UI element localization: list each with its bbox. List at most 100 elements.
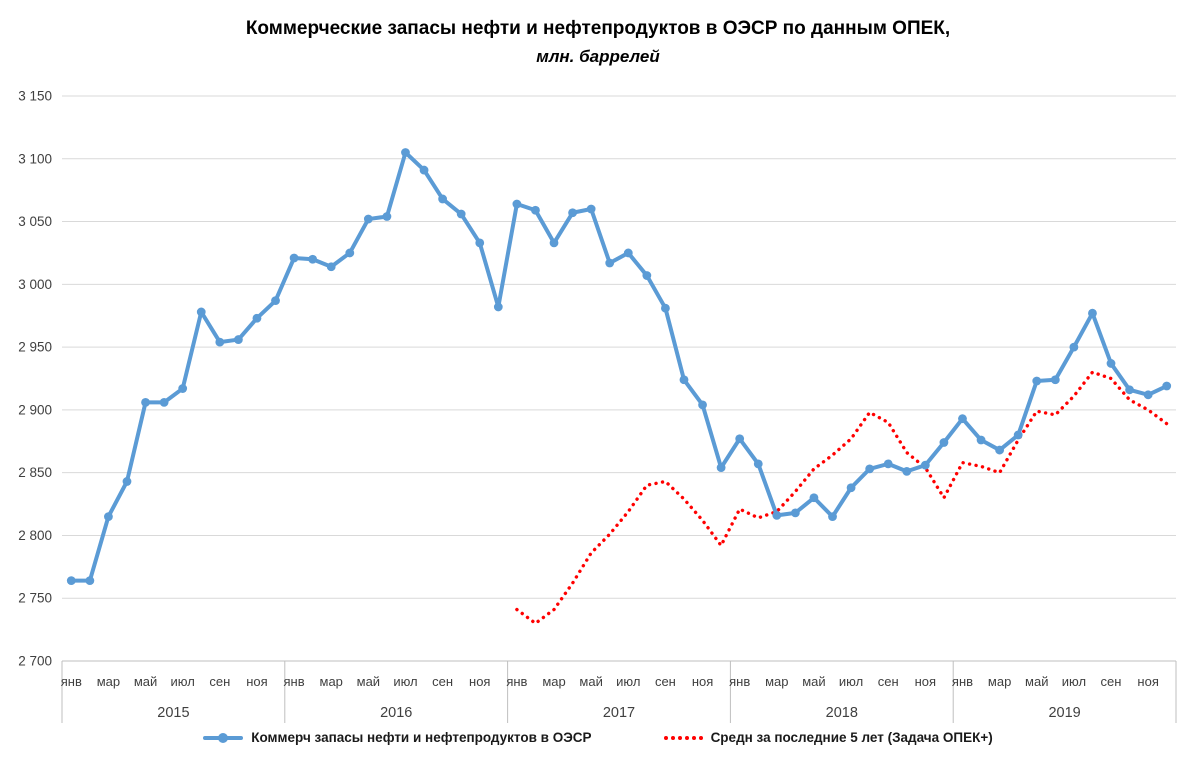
series-marker xyxy=(735,434,745,444)
series-marker xyxy=(883,459,893,469)
series-marker xyxy=(66,576,76,586)
series-marker xyxy=(865,464,875,474)
blue-series-marker-icon xyxy=(203,732,244,743)
series-marker xyxy=(698,400,707,410)
series-marker xyxy=(1069,342,1079,352)
series-marker xyxy=(289,253,299,263)
series-marker xyxy=(178,384,188,393)
y-tick-label: 3 000 xyxy=(18,277,52,292)
legend-label-primary: Коммерч запасы нефти и нефтепродуктов в … xyxy=(251,730,592,745)
month-tick-label: янв xyxy=(952,674,973,689)
series-marker xyxy=(958,414,967,424)
series-marker xyxy=(271,296,280,306)
year-tick-label: 2016 xyxy=(380,705,412,721)
y-tick-label: 2 800 xyxy=(18,528,52,543)
month-tick-label: июл xyxy=(1062,674,1086,689)
series-marker xyxy=(196,307,206,317)
month-tick-label: мар xyxy=(988,674,1011,689)
series-marker xyxy=(215,337,225,347)
y-tick-label: 2 950 xyxy=(18,340,52,355)
series-marker xyxy=(85,576,95,586)
month-tick-label: мар xyxy=(765,674,788,689)
series-marker xyxy=(382,212,392,221)
month-tick-label: мар xyxy=(97,674,120,689)
series-marker xyxy=(141,397,150,407)
year-tick-label: 2015 xyxy=(157,705,189,721)
series-marker xyxy=(790,508,800,518)
series-marker xyxy=(475,238,485,248)
y-tick-label: 2 700 xyxy=(18,654,52,669)
series-marker xyxy=(920,460,930,470)
series-marker xyxy=(976,435,986,445)
series-marker xyxy=(326,262,336,272)
series-marker xyxy=(1106,359,1116,368)
series-marker xyxy=(233,335,243,344)
series-marker xyxy=(568,208,577,218)
series-marker xyxy=(753,459,763,469)
month-tick-label: янв xyxy=(729,674,750,689)
series-marker xyxy=(995,445,1005,455)
series-line-secondary xyxy=(515,370,1169,626)
month-tick-label: сен xyxy=(655,674,676,689)
series-marker xyxy=(308,254,318,264)
series-marker xyxy=(809,493,819,503)
series-marker xyxy=(1013,430,1023,440)
month-tick-label: май xyxy=(357,674,380,689)
series-marker xyxy=(846,483,856,493)
month-tick-label: сен xyxy=(209,674,230,689)
series-marker xyxy=(104,512,113,522)
month-tick-label: ноя xyxy=(915,674,936,689)
legend-label-secondary: Средн за последние 5 лет (Задача ОПЕК+) xyxy=(710,730,993,745)
y-tick-label: 3 100 xyxy=(18,151,52,166)
series-marker xyxy=(345,248,355,258)
month-tick-label: май xyxy=(134,674,157,689)
series-marker xyxy=(456,209,466,219)
series-marker xyxy=(531,205,540,215)
series-marker xyxy=(363,214,373,224)
month-tick-label: ноя xyxy=(246,674,267,689)
series-marker xyxy=(902,467,912,476)
year-tick-label: 2019 xyxy=(1048,705,1080,721)
month-tick-label: май xyxy=(1025,674,1048,689)
red-dotted-marker-icon xyxy=(663,735,703,740)
month-tick-label: янв xyxy=(506,674,527,689)
month-tick-label: июл xyxy=(839,674,863,689)
series-marker xyxy=(493,302,503,312)
chart-title: Коммерческие запасы нефти и нефтепродукт… xyxy=(245,18,951,39)
legend: Коммерч запасы нефти и нефтепродуктов в … xyxy=(0,730,1196,745)
month-tick-label: янв xyxy=(284,674,305,689)
month-tick-label: июл xyxy=(616,674,640,689)
month-tick-label: май xyxy=(579,674,602,689)
legend-item-secondary: Средн за последние 5 лет (Задача ОПЕК+) xyxy=(663,730,993,745)
year-tick-label: 2017 xyxy=(603,705,635,721)
month-tick-label: июл xyxy=(393,674,417,689)
chart-subtitle: млн. баррелей xyxy=(536,47,660,66)
series-marker xyxy=(1143,390,1153,400)
month-tick-label: сен xyxy=(1101,674,1122,689)
series-marker xyxy=(716,463,726,473)
series-marker xyxy=(159,397,169,407)
y-tick-label: 2 750 xyxy=(18,591,52,606)
series-marker xyxy=(828,512,837,522)
month-tick-label: мар xyxy=(542,674,565,689)
y-tick-label: 3 150 xyxy=(18,89,52,104)
series-marker xyxy=(642,271,652,280)
series-line-primary xyxy=(69,150,1169,583)
month-tick-label: июл xyxy=(171,674,195,689)
plot-area: 2 700 2 750 2 800 2 850 2 900 2 950 3 000 3 050… xyxy=(18,89,1177,723)
series-marker xyxy=(419,165,429,175)
month-tick-label: ноя xyxy=(469,674,490,689)
month-tick-label: мар xyxy=(320,674,343,689)
year-tick-label: 2018 xyxy=(826,705,858,721)
y-tick-label: 2 850 xyxy=(18,465,52,480)
series-marker xyxy=(1125,385,1134,395)
month-tick-label: сен xyxy=(432,674,453,689)
series-marker xyxy=(438,194,448,204)
series-marker xyxy=(586,204,596,214)
series-marker xyxy=(1088,308,1097,318)
month-tick-label: май xyxy=(802,674,825,689)
series-marker xyxy=(401,148,410,157)
series-marker xyxy=(623,248,633,258)
month-tick-label: ноя xyxy=(1137,674,1158,689)
